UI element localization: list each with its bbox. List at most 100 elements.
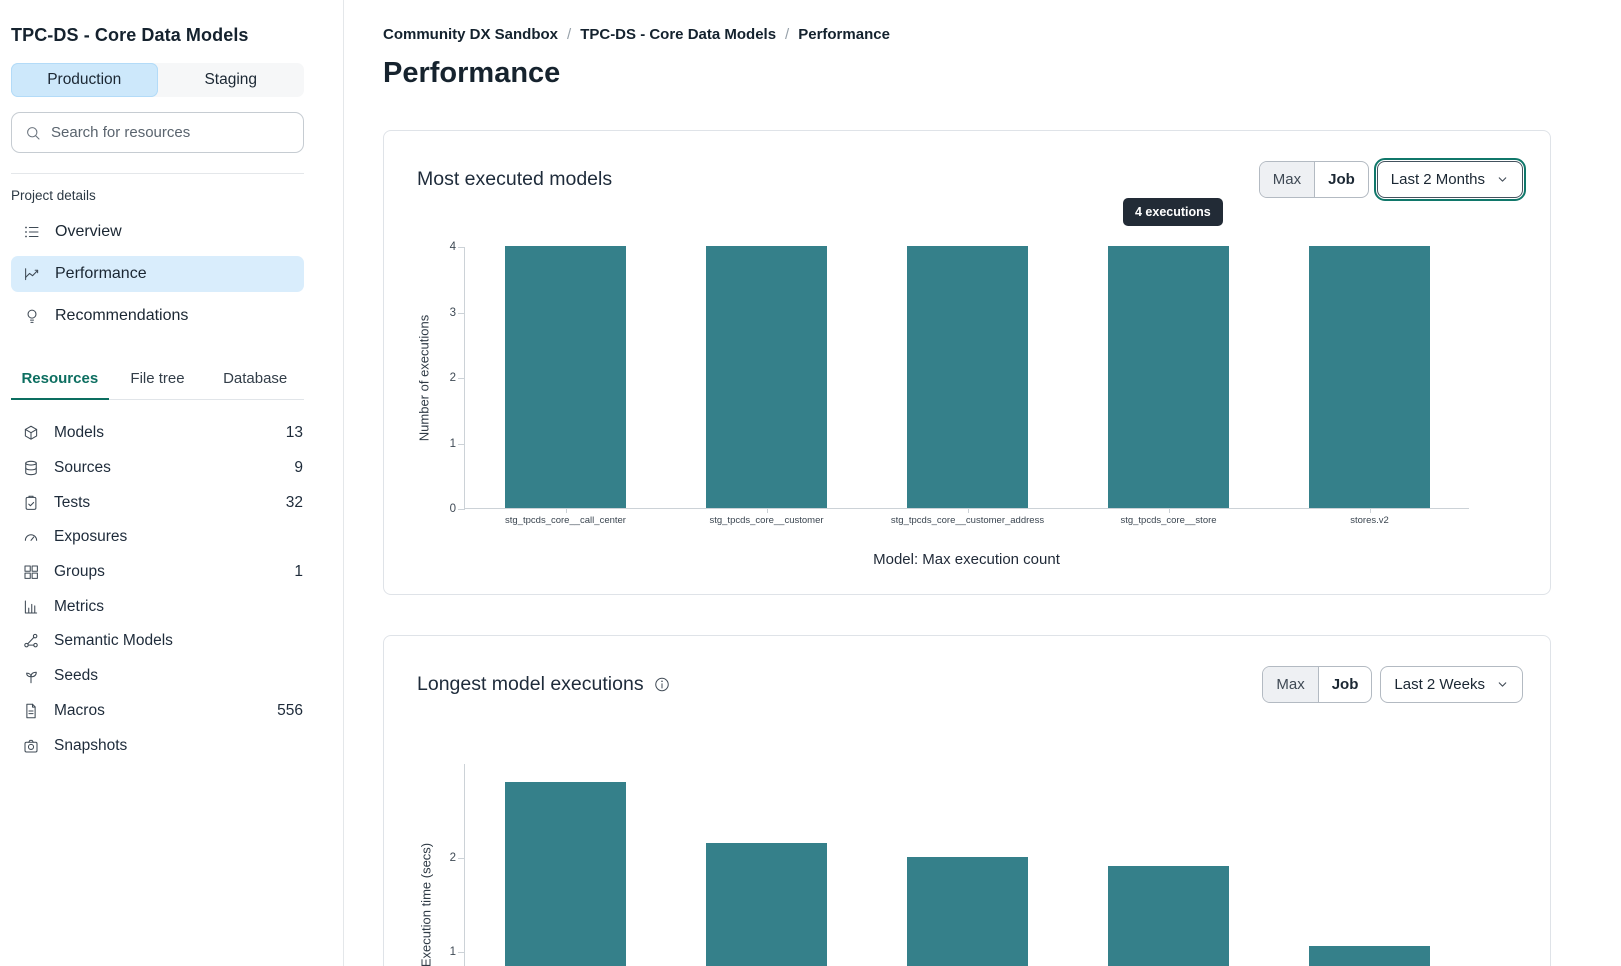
x-tick-label: stg_tpcds_core__customer: [709, 515, 824, 526]
resource-label: Semantic Models: [54, 632, 173, 650]
time-range-value: Last 2 Weeks: [1394, 676, 1485, 693]
sidebar-item-label: Recommendations: [55, 307, 189, 324]
time-range-dropdown[interactable]: Last 2 Months: [1373, 157, 1527, 202]
resource-count: 32: [285, 493, 303, 511]
x-tick-label: stg_tpcds_core__store: [1120, 515, 1217, 526]
resource-label: Macros: [54, 701, 105, 719]
tab-file-tree[interactable]: File tree: [130, 370, 185, 387]
bar[interactable]: [706, 246, 827, 508]
chart-title: Most executed models: [417, 168, 613, 190]
bar[interactable]: [505, 246, 626, 508]
search-icon: [27, 126, 40, 140]
resource-row-snapshots[interactable]: Snapshots: [11, 728, 304, 763]
chart-line-icon: [25, 268, 39, 281]
max-job-toggle: Max Job: [1258, 161, 1369, 198]
resource-label: Tests: [54, 493, 91, 511]
sidebar-item-recommendations[interactable]: Recommendations: [11, 298, 304, 334]
bar[interactable]: [1309, 246, 1430, 508]
sidebar-item-overview[interactable]: Overview: [11, 214, 304, 250]
job-button[interactable]: Job: [1328, 171, 1355, 188]
x-tick-mark: [766, 508, 768, 513]
y-axis-label: Execution time (secs): [418, 842, 434, 966]
breadcrumb-current-page: Performance: [798, 26, 890, 43]
breadcrumb-separator: /: [785, 26, 790, 43]
search-input[interactable]: [51, 124, 291, 141]
y-tick-label: 0: [449, 503, 456, 515]
x-tick-mark: [565, 508, 567, 513]
info-icon[interactable]: [653, 676, 671, 693]
resource-count: 556: [277, 701, 303, 719]
job-button[interactable]: Job: [1331, 676, 1359, 693]
camera-icon: [24, 739, 38, 753]
x-tick-mark: [967, 508, 969, 513]
bar-chart-plot: 012: [450, 764, 1469, 966]
y-tick-label: 2: [449, 852, 456, 864]
breadcrumb-account[interactable]: Community DX Sandbox: [383, 26, 559, 43]
env-tab-production[interactable]: Production: [11, 63, 158, 97]
env-tab-staging[interactable]: Staging: [204, 71, 258, 88]
longest-model-executions-card: Longest model executions Max Job Last 2 …: [383, 635, 1551, 966]
chart-controls: Max Job Last 2 Weeks: [1262, 666, 1523, 703]
project-details-label: Project details: [11, 188, 96, 203]
resource-row-metrics[interactable]: Metrics: [11, 589, 304, 624]
resource-row-sources[interactable]: Sources 9: [11, 451, 304, 486]
breadcrumb-project[interactable]: TPC-DS - Core Data Models: [580, 26, 777, 43]
resource-row-exposures[interactable]: Exposures: [11, 520, 304, 555]
bar[interactable]: [505, 781, 626, 966]
database-icon: [25, 460, 37, 476]
resource-row-tests[interactable]: Tests 32: [11, 485, 304, 520]
x-tick-mark: [1168, 508, 1170, 513]
sidebar: TPC-DS - Core Data Models Production Sta…: [0, 0, 344, 966]
resource-count: 1: [294, 563, 303, 581]
time-range-value: Last 2 Months: [1390, 171, 1485, 188]
resource-search[interactable]: [11, 112, 304, 153]
sidebar-item-label: Performance: [55, 265, 147, 282]
resource-row-macros[interactable]: Macros 556: [11, 694, 304, 729]
y-tick-mark: [458, 858, 465, 859]
bar-chart-plot: 0 1 2 3 4 stg_tpcds_core__call_center stg_tpcd…: [450, 241, 1469, 526]
y-axis-label: Number of executions: [416, 314, 432, 442]
y-tick-mark: [458, 378, 465, 379]
max-button[interactable]: Max: [1259, 162, 1316, 197]
resource-row-semantic-models[interactable]: Semantic Models: [11, 624, 304, 659]
sidebar-item-performance[interactable]: Performance: [11, 256, 304, 292]
bar[interactable]: [1108, 866, 1229, 966]
bar-chart-icon: [24, 600, 38, 614]
time-range-dropdown[interactable]: Last 2 Weeks: [1380, 666, 1523, 703]
breadcrumb-separator: /: [567, 26, 572, 43]
bar[interactable]: [706, 842, 827, 966]
max-job-toggle: Max Job: [1262, 666, 1373, 703]
y-tick-mark: [458, 509, 465, 510]
grid-icon: [24, 565, 38, 579]
resource-list: Models 13 Sources 9 Tests 32 Exposures G…: [11, 416, 304, 763]
seedling-icon: [26, 671, 37, 684]
list-icon: [25, 226, 39, 238]
most-executed-models-card: Most executed models Max Job Last 2 Mont…: [383, 130, 1551, 595]
clipboard-check-icon: [25, 495, 37, 510]
bar[interactable]: [1108, 246, 1229, 508]
bar[interactable]: [907, 246, 1028, 508]
y-tick-mark: [458, 247, 465, 248]
resource-row-seeds[interactable]: Seeds: [11, 659, 304, 694]
document-icon: [26, 703, 36, 719]
tab-database[interactable]: Database: [223, 370, 288, 387]
x-tick-label: stores.v2: [1350, 515, 1389, 526]
resource-row-models[interactable]: Models 13: [11, 416, 304, 451]
resource-label: Models: [54, 424, 104, 442]
resource-label: Metrics: [54, 597, 104, 615]
resource-row-groups[interactable]: Groups 1: [11, 555, 304, 590]
chevron-down-icon: [1498, 177, 1507, 182]
chevron-down-icon: [1498, 682, 1507, 687]
gauge-icon: [24, 534, 38, 542]
tab-resources[interactable]: Resources: [11, 360, 109, 400]
resource-label: Sources: [54, 459, 111, 477]
cube-icon: [24, 426, 38, 441]
y-tick-mark: [458, 312, 465, 314]
resource-label: Snapshots: [54, 736, 128, 754]
sidebar-item-label: Overview: [55, 223, 122, 240]
bar[interactable]: [907, 857, 1028, 966]
share-nodes-icon: [24, 634, 38, 648]
project-title: TPC-DS - Core Data Models: [11, 25, 249, 45]
bar[interactable]: [1309, 946, 1430, 966]
max-button[interactable]: Max: [1263, 667, 1319, 702]
